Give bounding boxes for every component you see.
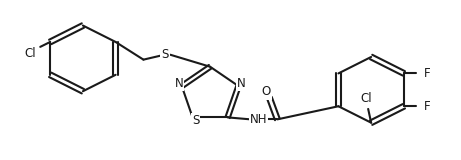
Text: N: N [237,77,246,90]
Text: F: F [423,67,430,80]
Text: S: S [192,114,199,127]
Text: Cl: Cl [361,92,372,105]
Text: N: N [174,77,183,90]
Text: S: S [162,48,169,61]
Text: Cl: Cl [24,47,36,60]
Text: NH: NH [250,113,267,126]
Text: O: O [262,85,271,98]
Text: F: F [423,100,430,113]
